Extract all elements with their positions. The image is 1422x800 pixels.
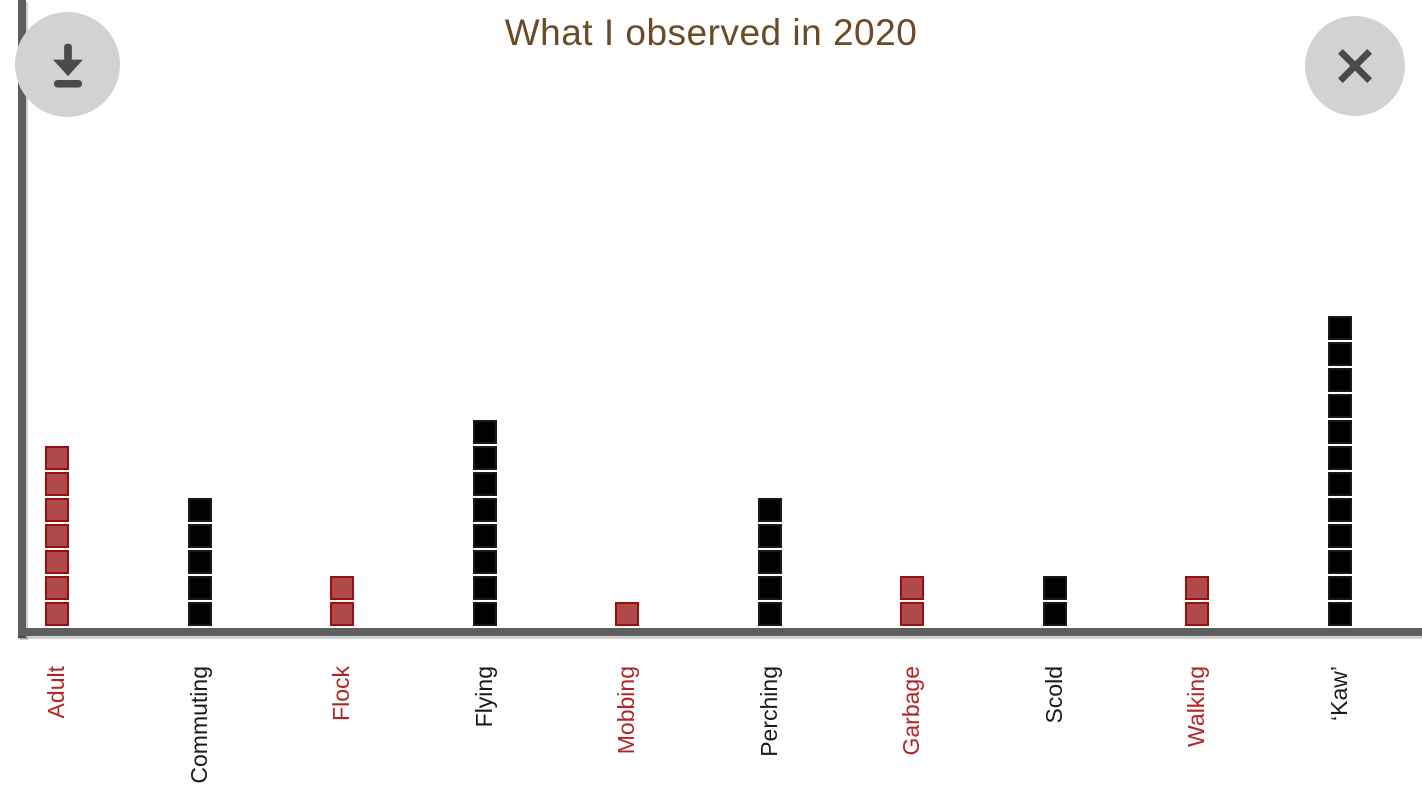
x-tick-label: Commuting [185, 666, 212, 784]
x-tick-label: Walking [1183, 666, 1210, 747]
chart-column-garbage [899, 576, 925, 626]
unit-square [1328, 550, 1353, 574]
unit-square [45, 576, 69, 600]
unit-square [757, 498, 782, 522]
x-axis [18, 628, 1422, 636]
unit-square [1042, 602, 1067, 626]
x-tick-label: ‘Kaw’ [1326, 666, 1353, 721]
unit-square [1328, 446, 1353, 470]
unit-square [757, 524, 782, 548]
x-tick-label: Adult [43, 666, 69, 719]
chart-column-commuting [187, 498, 213, 626]
unit-square [472, 602, 497, 626]
unit-square [1328, 602, 1353, 626]
unit-square [1328, 368, 1353, 392]
unit-square [187, 576, 212, 600]
chart-column-perching [757, 498, 783, 626]
unit-square [472, 576, 497, 600]
unit-square [1328, 316, 1353, 340]
unit-square [187, 602, 212, 626]
unit-square [187, 498, 212, 522]
x-tick-label: Flock [328, 666, 355, 721]
unit-square [1328, 524, 1353, 548]
unit-square [1185, 602, 1210, 626]
x-tick-label: Perching [755, 666, 782, 757]
unit-square [1328, 342, 1353, 366]
unit-square [472, 446, 497, 470]
unit-square [1328, 576, 1353, 600]
unit-square [330, 602, 355, 626]
x-tick-label: Scold [1040, 666, 1067, 724]
chart-column-flying [472, 420, 498, 626]
chart-column-adult [44, 446, 70, 626]
unit-square [472, 498, 497, 522]
unit-square [1328, 498, 1353, 522]
close-icon [1328, 39, 1382, 93]
chart-column-mobbing [614, 602, 640, 626]
unit-square [187, 550, 212, 574]
unit-square [472, 472, 497, 496]
chart-column-walking [1184, 576, 1210, 626]
unit-square [757, 550, 782, 574]
x-tick-label: Mobbing [613, 666, 640, 755]
unit-square [472, 524, 497, 548]
unit-square [757, 602, 782, 626]
chart-column-flock [329, 576, 355, 626]
unit-square [900, 602, 925, 626]
download-button[interactable] [15, 12, 120, 117]
unit-square [900, 576, 925, 600]
close-button[interactable] [1305, 16, 1405, 116]
unit-square [472, 550, 497, 574]
unit-square [45, 498, 69, 522]
unit-square [45, 550, 69, 574]
unit-square [187, 524, 212, 548]
unit-square [330, 576, 355, 600]
x-tick-label: Garbage [898, 666, 925, 756]
unit-square [45, 524, 69, 548]
chart-title: What I observed in 2020 [504, 12, 918, 53]
unit-square [45, 472, 69, 496]
x-tick-label: Flying [470, 666, 497, 728]
unit-square [1042, 576, 1067, 600]
unit-square [1185, 576, 1210, 600]
download-icon [39, 36, 97, 94]
unit-square [1328, 394, 1353, 418]
unit-square [1328, 420, 1353, 444]
unit-square [45, 602, 69, 626]
unit-square [615, 602, 640, 626]
chart-column-kaw [1327, 316, 1353, 626]
unit-square [1328, 472, 1353, 496]
unit-square [472, 420, 497, 444]
unit-square [45, 446, 69, 470]
y-axis [18, 0, 26, 638]
chart-column-scold [1042, 576, 1068, 626]
unit-square [757, 576, 782, 600]
